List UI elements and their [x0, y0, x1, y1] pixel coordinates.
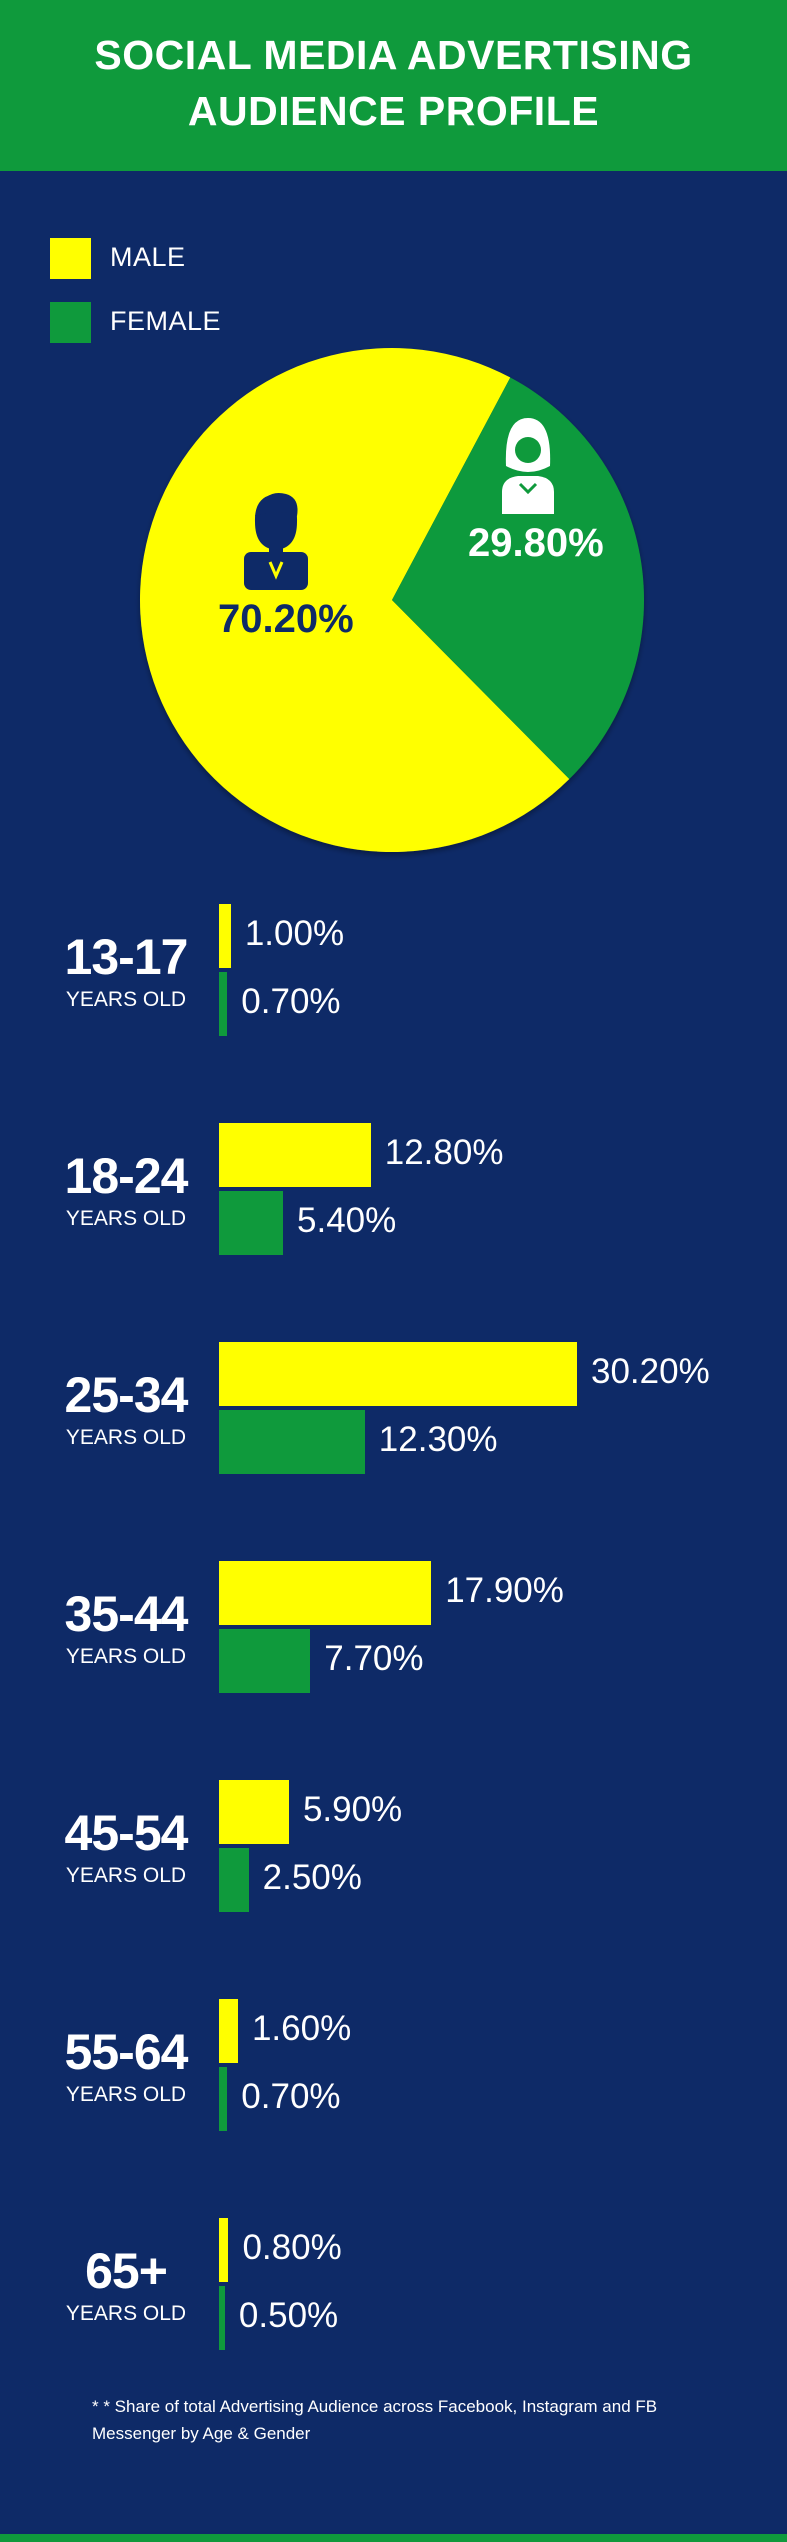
pie-slice-female [392, 377, 644, 780]
bar-value-label-female: 5.40% [297, 1201, 397, 1240]
bar-value-label-male: 12.80% [384, 1133, 504, 1172]
legend-swatch-male [50, 238, 91, 279]
pie-label-male: 70.20% [218, 597, 354, 641]
pie-chart [140, 348, 644, 853]
bar-female [219, 1410, 365, 1474]
page-title-line-2: AUDIENCE PROFILE [187, 88, 600, 134]
age-range-label: 45-54 [64, 1805, 189, 1861]
female-user-icon [502, 418, 554, 514]
bar-male [219, 1123, 371, 1187]
header-banner: SOCIAL MEDIA ADVERTISING AUDIENCE PROFIL… [0, 0, 787, 171]
age-range-label: 25-34 [64, 1367, 189, 1423]
bar-value-label-female: 0.70% [241, 2077, 341, 2116]
bar-male [219, 904, 231, 968]
footnote: * * Share of total Advertising Audience … [92, 2397, 658, 2443]
age-range-sublabel: YEARS OLD [65, 1426, 187, 1449]
bar-female [219, 1848, 249, 1912]
age-range-label: 18-24 [64, 1148, 189, 1204]
bar-female [219, 2286, 225, 2350]
bar-male [219, 1780, 289, 1844]
age-range-sublabel: YEARS OLD [65, 2083, 187, 2106]
age-range-label: 13-17 [64, 929, 189, 985]
age-range-sublabel: YEARS OLD [65, 2302, 187, 2325]
bar-value-label-male: 0.80% [242, 2228, 342, 2267]
bar-female [219, 2067, 228, 2131]
age-range-label: 35-44 [64, 1586, 189, 1642]
age-range-sublabel: YEARS OLD [65, 1864, 187, 1887]
bar-male [219, 2218, 229, 2282]
bar-value-label-male: 30.20% [591, 1352, 710, 1391]
bar-female [219, 1191, 283, 1255]
legend-swatch-female [50, 302, 91, 343]
legend-label-male: MALE [110, 242, 186, 272]
bar-male [219, 1999, 238, 2063]
male-user-icon [244, 492, 308, 590]
legend-label-female: FEMALE [110, 306, 222, 336]
bar-value-label-male: 1.60% [251, 2009, 352, 2048]
bar-value-label-male: 1.00% [244, 914, 345, 953]
age-range-sublabel: YEARS OLD [65, 988, 187, 1011]
bar-female [219, 1629, 311, 1693]
pie-slice-male [140, 348, 570, 853]
pie-label-female: 29.80% [468, 521, 604, 565]
age-range-sublabel: YEARS OLD [65, 1645, 187, 1668]
bar-value-label-female: 0.50% [238, 2296, 339, 2335]
bar-value-label-male: 5.90% [302, 1790, 403, 1829]
age-range-label: 65+ [85, 2243, 168, 2299]
bar-value-label-female: 7.70% [324, 1639, 424, 1678]
age-range-label: 55-64 [64, 2024, 189, 2080]
bar-value-label-male: 17.90% [445, 1571, 564, 1610]
bar-female [219, 972, 228, 1036]
bar-male [219, 1561, 432, 1625]
bar-value-label-female: 12.30% [378, 1420, 498, 1459]
bar-value-label-female: 0.70% [241, 982, 341, 1021]
bottom-strip [0, 2534, 787, 2542]
bar-male [219, 1342, 577, 1406]
age-range-sublabel: YEARS OLD [65, 1207, 187, 1230]
page-title-line-1: SOCIAL MEDIA ADVERTISING [94, 32, 693, 78]
bar-value-label-female: 2.50% [262, 1858, 362, 1897]
